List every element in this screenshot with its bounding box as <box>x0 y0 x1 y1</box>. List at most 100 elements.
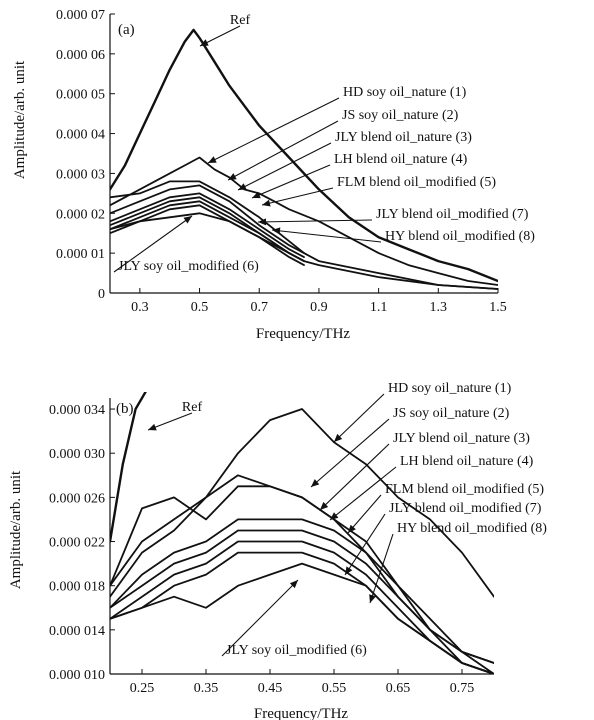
series-label: Ref <box>182 400 203 415</box>
label-arrow <box>333 393 385 443</box>
series-label: JLY soy oil_modified (6) <box>226 643 367 658</box>
arrow-head <box>148 423 157 431</box>
arrow-head <box>289 580 298 589</box>
arrow-head <box>183 216 192 224</box>
y-tick-label: 0.000 030 <box>49 447 105 462</box>
x-tick-label: 1.5 <box>489 300 507 315</box>
series-line-hd-soy-oil-nature-1 <box>110 156 498 286</box>
x-tick-label: 0.35 <box>194 681 219 696</box>
y-tick-label: 0.000 03 <box>56 167 105 182</box>
arrow-head <box>200 39 209 46</box>
label-arrow <box>329 466 397 521</box>
series-line-hy-blend-oil-modified-8 <box>110 204 305 266</box>
y-tick-label: 0.000 07 <box>56 8 105 23</box>
y-tick-label: 0.000 026 <box>49 491 105 506</box>
panel-label: (a) <box>118 22 135 38</box>
y-tick-label: 0.000 01 <box>56 247 105 262</box>
x-tick-label: 0.25 <box>130 681 155 696</box>
arrow-head <box>320 501 329 510</box>
series-line-ref <box>110 392 147 543</box>
x-tick-label: 0.75 <box>450 681 475 696</box>
arrow-head <box>258 218 267 226</box>
arrow-head <box>311 479 320 487</box>
series-label: HY blend oil_modified (8) <box>397 521 547 536</box>
label-arrow <box>344 513 386 576</box>
series-label: HD soy oil_nature (1) <box>388 381 512 396</box>
y-tick-label: 0.000 018 <box>49 580 105 595</box>
label-arrow <box>257 219 373 223</box>
series-line-jly-soy-oil-modified-6 <box>110 212 498 290</box>
series-label: JS soy oil_nature (2) <box>393 406 510 421</box>
x-tick-label: 0.3 <box>131 300 149 315</box>
series-label: LH blend oil_nature (4) <box>334 152 468 167</box>
x-tick-label: 0.55 <box>322 681 347 696</box>
y-tick-label: 0.000 014 <box>49 624 105 639</box>
arrow-head <box>228 173 237 180</box>
label-arrow <box>271 229 382 243</box>
series-label: LH blend oil_nature (4) <box>400 454 534 469</box>
x-axis-label: Frequency/THz <box>256 326 350 342</box>
series-label: Ref <box>230 13 251 28</box>
series-label: JS soy oil_nature (2) <box>342 108 459 123</box>
x-axis-label: Frequency/THz <box>254 706 348 720</box>
arrow-head <box>272 227 281 235</box>
x-tick-label: 0.7 <box>250 300 268 315</box>
y-axis-label: Amplitude/arb. unit <box>8 470 24 589</box>
y-tick-label: 0.000 04 <box>56 128 105 143</box>
label-arrow <box>261 187 334 206</box>
label-arrow <box>207 97 340 164</box>
y-tick-label: 0.000 010 <box>49 668 105 683</box>
arrow-head <box>252 191 261 199</box>
panel-a: 0 0.000 01 0.000 02 0.000 03 0.000 04 0.000 0… <box>12 8 535 342</box>
panel-label: (b) <box>116 401 134 417</box>
x-tick-label: 0.65 <box>386 681 411 696</box>
series-group <box>110 28 498 290</box>
label-arrow <box>227 120 339 181</box>
series-line-hd-soy-oil-nature-1 <box>110 408 494 598</box>
y-tick-label: 0.000 05 <box>56 88 105 103</box>
series-line-flm-blend-oil-modified-5 <box>110 529 494 674</box>
label-arrow <box>347 494 382 534</box>
arrow-head <box>345 566 353 575</box>
label-arrow <box>237 142 332 191</box>
arrow-head <box>262 199 271 207</box>
series-label: JLY blend oil_modified (7) <box>389 501 542 516</box>
arrow-head <box>238 183 247 190</box>
series-label: HY blend oil_modified (8) <box>385 229 535 244</box>
y-axis-label: Amplitude/arb. unit <box>12 60 28 179</box>
y-tick-label: 0 <box>98 287 105 302</box>
panel-b: 0.000 010 0.000 014 0.000 018 0.000 022 0.00… <box>8 381 547 720</box>
series-label: JLY blend oil_nature (3) <box>393 431 530 446</box>
y-tick-label: 0.000 034 <box>49 403 105 418</box>
series-label: FLM blend oil_modified (5) <box>337 175 496 190</box>
arrow-head <box>208 156 217 163</box>
y-tick-label: 0.000 022 <box>49 536 105 551</box>
label-arrow <box>221 579 299 657</box>
series-label: FLM blend oil_modified (5) <box>385 482 544 497</box>
series-label: JLY blend oil_nature (3) <box>335 130 472 145</box>
series-line-jly-blend-oil-nature-3 <box>110 184 498 290</box>
label-arrow <box>310 418 390 488</box>
label-arrow <box>319 443 390 511</box>
y-tick-label: 0.000 06 <box>56 48 105 63</box>
x-tick-label: 1.3 <box>430 300 448 315</box>
x-tick-label: 0.5 <box>191 300 209 315</box>
arrow-head <box>334 433 343 442</box>
series-label: HD soy oil_nature (1) <box>343 85 467 100</box>
series-line-js-soy-oil-nature-2 <box>110 180 305 254</box>
label-arrow <box>251 164 331 199</box>
arrow-head <box>348 524 356 533</box>
x-tick-label: 1.1 <box>370 300 388 315</box>
series-line-ref <box>110 28 498 283</box>
series-line-jly-soy-oil-modified-6 <box>110 562 494 674</box>
series-group <box>110 392 494 674</box>
x-tick-label: 0.9 <box>310 300 328 315</box>
y-tick-label: 0.000 02 <box>56 207 105 222</box>
label-arrow <box>113 215 193 273</box>
series-label: JLY blend oil_modified (7) <box>376 207 529 222</box>
label-arrow <box>369 533 394 604</box>
series-label: JLY soy oil_modified (6) <box>118 259 259 274</box>
x-tick-label: 0.45 <box>258 681 283 696</box>
arrow-head <box>369 594 376 603</box>
